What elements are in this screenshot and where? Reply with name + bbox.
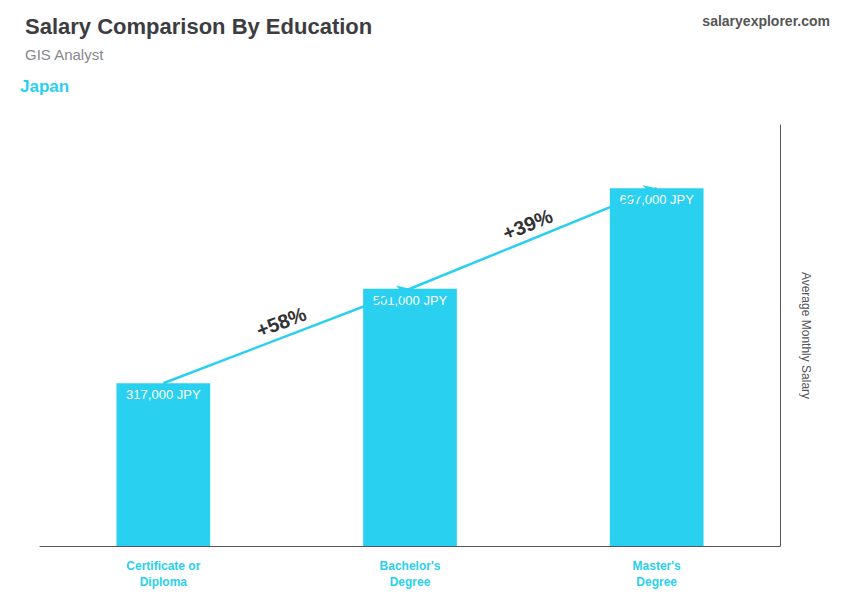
svg-text:GIS Analyst: GIS Analyst	[25, 46, 104, 63]
svg-text:Japan: Japan	[20, 77, 69, 96]
svg-text:697,000 JPY: 697,000 JPY	[619, 192, 694, 208]
svg-text:Degree: Degree	[636, 575, 677, 589]
svg-text:Bachelor's: Bachelor's	[380, 559, 441, 573]
svg-text:+58%: +58%	[253, 302, 309, 341]
svg-text:Salary Comparison By Education: Salary Comparison By Education	[25, 14, 372, 39]
svg-text:Master's: Master's	[633, 559, 682, 573]
svg-text:Certificate or: Certificate or	[126, 559, 200, 573]
svg-text:Average Monthly Salary: Average Monthly Salary	[799, 272, 813, 399]
svg-text:salaryexplorer.com: salaryexplorer.com	[702, 13, 830, 29]
svg-text:317,000 JPY: 317,000 JPY	[126, 387, 201, 402]
svg-text:+39%: +39%	[500, 205, 556, 245]
svg-text:Degree: Degree	[390, 575, 431, 589]
svg-text:501,000 JPY: 501,000 JPY	[373, 293, 448, 308]
svg-text:Diploma: Diploma	[140, 575, 188, 589]
